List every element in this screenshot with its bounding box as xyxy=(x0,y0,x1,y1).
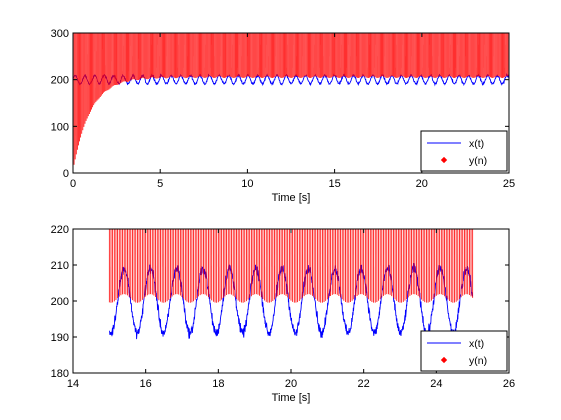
y-tick-label: 200 xyxy=(51,75,69,87)
x-tick-label: 26 xyxy=(503,378,515,390)
legend-box xyxy=(420,330,508,372)
series-markers-1 xyxy=(108,229,474,303)
y-tick-label: 300 xyxy=(51,28,69,40)
legend-marker xyxy=(440,356,448,364)
legend: x(t) y(n) xyxy=(420,130,508,172)
x-tick-labels: 0 5 10 15 20 25 xyxy=(70,178,515,190)
series-line-0 xyxy=(109,263,474,340)
x-tick-label: 24 xyxy=(430,378,442,390)
legend-entry-x: x(t) xyxy=(469,138,484,150)
legend-marker-swatch xyxy=(440,156,448,164)
x-tick-label: 0 xyxy=(70,178,76,190)
plot-area xyxy=(108,229,474,340)
x-tick-label: 16 xyxy=(140,378,152,390)
axes-frame xyxy=(72,32,510,174)
x-axis-label: Time [s] xyxy=(272,192,311,204)
legend: x(t) y(n) xyxy=(420,330,508,372)
legend-entry-y: y(n) xyxy=(469,155,487,167)
legend-entry-x: x(t) xyxy=(469,338,484,350)
legend-box xyxy=(420,130,508,172)
legend-marker xyxy=(440,156,448,164)
legend-entry-y: y(n) xyxy=(469,355,487,367)
tick-marks xyxy=(72,228,510,374)
series-markers-1 xyxy=(73,33,509,171)
legend-marker-swatch xyxy=(440,356,448,364)
y-tick-label: 220 xyxy=(51,224,69,236)
x-tick-label: 22 xyxy=(358,378,370,390)
x-tick-labels: 14 16 18 20 22 24 26 xyxy=(67,378,515,390)
y-tick-labels: 0 100 200 300 xyxy=(51,28,69,180)
x-axis-label: Time [s] xyxy=(272,392,311,404)
x-tick-label: 5 xyxy=(157,178,163,190)
y-tick-label: 200 xyxy=(51,296,69,308)
tick-marks xyxy=(72,32,510,174)
y-tick-labels: 180 190 200 210 220 xyxy=(51,224,69,380)
x-tick-label: 10 xyxy=(241,178,253,190)
subplot-top: 0 5 10 15 20 25 0 100 200 300 Time [s] x(t) y(n) xyxy=(51,28,515,204)
plot-area xyxy=(73,33,509,171)
x-tick-label: 14 xyxy=(67,378,79,390)
y-tick-label: 0 xyxy=(63,168,69,180)
y-tick-label: 190 xyxy=(51,332,69,344)
series-line-0 xyxy=(73,72,509,87)
x-tick-label: 18 xyxy=(212,378,224,390)
y-tick-label: 180 xyxy=(51,368,69,380)
y-tick-label: 210 xyxy=(51,260,69,272)
y-tick-label: 100 xyxy=(51,121,69,133)
x-tick-label: 20 xyxy=(285,378,297,390)
x-tick-label: 20 xyxy=(416,178,428,190)
x-tick-label: 25 xyxy=(503,178,515,190)
x-tick-label: 15 xyxy=(328,178,340,190)
